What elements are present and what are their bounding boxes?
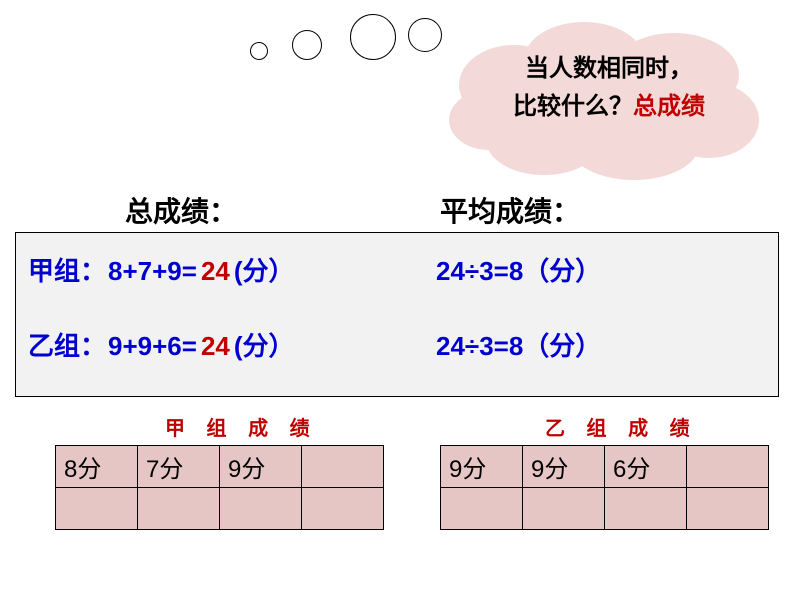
table-row	[441, 488, 769, 530]
table-row	[56, 488, 384, 530]
bubble-2	[292, 30, 322, 60]
group2-sum-expr: 9+9+6=	[108, 331, 197, 362]
table-row: 9分 9分 6分	[441, 446, 769, 488]
cell: 9分	[441, 446, 523, 488]
cell	[441, 488, 523, 530]
calc-row-2: 乙组： 9+9+6= 24 (分） 24÷3=8（分）	[28, 326, 766, 363]
cell: 8分	[56, 446, 138, 488]
group2-sum-result: 24	[201, 331, 230, 362]
heading-average: 平均成绩：	[440, 190, 580, 230]
cell	[687, 488, 769, 530]
cell	[138, 488, 220, 530]
heading-total: 总成绩：	[125, 190, 237, 230]
cell	[220, 488, 302, 530]
cell	[302, 446, 384, 488]
group1-sum-result: 24	[201, 256, 230, 287]
table2-caption: 乙 组 成 绩	[545, 412, 698, 441]
group1-sum-expr: 8+7+9=	[108, 256, 197, 287]
cell: 6分	[605, 446, 687, 488]
cell: 9分	[523, 446, 605, 488]
group1-label: 甲组：	[28, 251, 108, 288]
group2-sum-unit: (分）	[234, 326, 295, 363]
cell	[687, 446, 769, 488]
cell: 9分	[220, 446, 302, 488]
group2-label: 乙组：	[28, 326, 108, 363]
table-row: 8分 7分 9分	[56, 446, 384, 488]
score-table-1: 8分 7分 9分	[55, 445, 384, 530]
cell	[56, 488, 138, 530]
cell	[523, 488, 605, 530]
table1-caption: 甲 组 成 绩	[165, 412, 318, 441]
calc-row-1: 甲组： 8+7+9= 24 (分） 24÷3=8（分）	[28, 251, 766, 288]
calculation-box: 甲组： 8+7+9= 24 (分） 24÷3=8（分） 乙组： 9+9+6= 2…	[15, 232, 779, 397]
cloud-line1: 当人数相同时，	[454, 50, 764, 88]
score-table-2: 9分 9分 6分	[440, 445, 769, 530]
cloud-line2: 比较什么？总成绩	[454, 88, 764, 126]
group2-avg: 24÷3=8（分）	[436, 326, 601, 363]
cell: 7分	[138, 446, 220, 488]
bubble-3	[350, 14, 396, 60]
cell	[605, 488, 687, 530]
bubble-1	[250, 42, 268, 60]
cell	[302, 488, 384, 530]
cloud-text: 当人数相同时， 比较什么？总成绩	[454, 50, 764, 127]
group1-sum-unit: (分）	[234, 251, 295, 288]
group1-avg: 24÷3=8（分）	[436, 251, 601, 288]
cloud-highlight: 总成绩	[633, 93, 705, 120]
